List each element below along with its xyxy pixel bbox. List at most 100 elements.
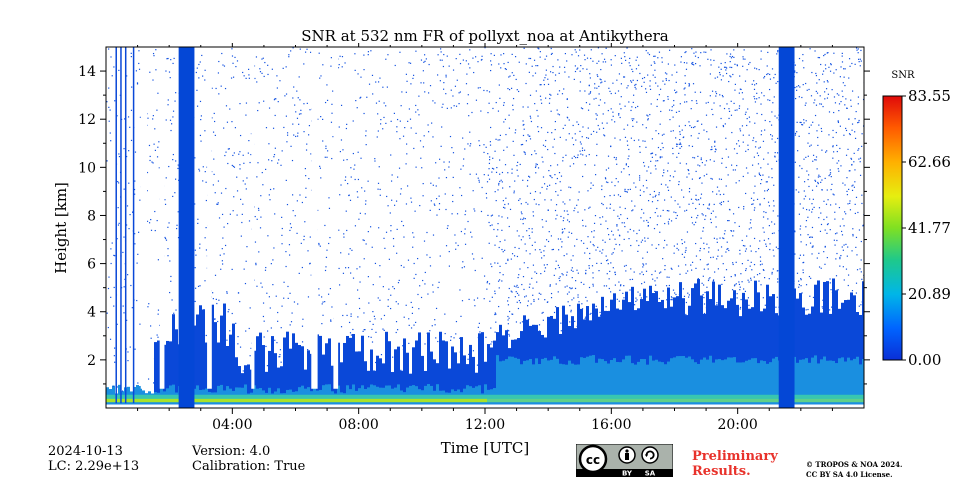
snr-noise-dot <box>708 203 711 205</box>
snr-noise-dot <box>676 91 678 93</box>
snr-noise-dot <box>568 119 570 121</box>
snr-noise-dot <box>733 148 736 150</box>
snr-noise-dot <box>549 184 551 186</box>
snr-noise-dot <box>508 287 510 290</box>
snr-noise-dot <box>330 319 332 321</box>
snr-noise-dot <box>819 175 821 178</box>
snr-noise-dot <box>703 248 705 250</box>
snr-noise-dot <box>614 121 616 123</box>
snr-column <box>697 279 700 405</box>
snr-lowband <box>565 364 568 405</box>
cc-icon <box>578 444 608 474</box>
snr-noise-dot <box>658 297 660 300</box>
snr-noise-dot <box>605 306 607 308</box>
snr-noise-dot <box>522 179 524 181</box>
snr-noise-dot <box>223 127 225 129</box>
snr-noise-dot <box>676 247 678 250</box>
snr-noise-dot <box>819 230 822 232</box>
snr-noise-dot <box>231 312 233 315</box>
snr-noise-dot <box>734 63 736 65</box>
snr-noise-dot <box>691 99 693 102</box>
snr-noise-dot <box>845 98 847 100</box>
snr-noise-dot <box>515 291 517 293</box>
snr-noise-dot <box>639 177 641 179</box>
snr-noise-dot <box>524 151 526 154</box>
snr-noise-dot <box>322 64 324 66</box>
snr-noise-dot <box>175 178 177 180</box>
snr-noise-dot <box>446 55 448 57</box>
snr-noise-dot <box>264 61 266 64</box>
snr-lowband <box>736 362 739 405</box>
snr-noise-dot <box>705 160 708 162</box>
snr-noise-dot <box>274 147 276 149</box>
snr-noise-dot <box>776 152 779 154</box>
snr-noise-dot <box>288 244 291 246</box>
snr-noise-dot <box>613 248 616 250</box>
snr-noise-dot <box>644 237 646 239</box>
snr-noise-dot <box>627 231 629 233</box>
snr-noise-dot <box>106 101 108 103</box>
snr-noise-dot <box>755 83 758 85</box>
snr-noise-dot <box>111 75 113 77</box>
snr-noise-dot <box>646 170 648 172</box>
snr-noise-dot <box>635 300 637 303</box>
snr-noise-dot <box>567 117 569 119</box>
snr-noise-dot <box>654 211 656 214</box>
snr-noise-dot <box>423 240 426 242</box>
snr-noise-dot <box>813 206 815 209</box>
snr-noise-dot <box>633 182 635 184</box>
snr-noise-dot <box>464 213 466 216</box>
snr-noise-dot <box>356 191 358 193</box>
snr-column <box>757 292 760 405</box>
snr-noise-dot <box>563 88 565 90</box>
snr-noise-dot <box>470 231 472 233</box>
snr-noise-dot <box>528 286 531 288</box>
snr-noise-dot <box>659 157 661 159</box>
snr-noise-dot <box>691 222 694 224</box>
snr-noise-dot <box>662 100 665 102</box>
snr-noise-dot <box>471 111 473 114</box>
snr-noise-dot <box>740 88 742 91</box>
snr-noise-dot <box>375 331 377 333</box>
snr-noise-dot <box>222 64 224 66</box>
snr-noise-dot <box>370 50 372 52</box>
snr-noise-dot <box>794 231 796 233</box>
snr-noise-dot <box>490 215 492 217</box>
snr-column <box>157 340 160 405</box>
snr-noise-dot <box>324 301 326 303</box>
snr-surface-layer <box>739 398 742 403</box>
snr-noise-dot <box>517 276 519 279</box>
snr-noise-dot <box>354 178 356 181</box>
snr-noise-dot <box>635 186 637 188</box>
snr-noise-dot <box>324 101 327 104</box>
snr-noise-dot <box>580 107 583 109</box>
snr-aerosol-band <box>247 394 250 401</box>
snr-noise-dot <box>377 182 380 184</box>
snr-noise-dot <box>281 216 283 218</box>
snr-noise-dot <box>686 101 688 103</box>
snr-surface-layer <box>511 398 514 403</box>
snr-noise-dot <box>759 256 762 258</box>
snr-noise-dot <box>424 343 426 345</box>
snr-noise-dot <box>682 136 684 139</box>
snr-noise-dot <box>727 200 729 202</box>
snr-noise-dot <box>108 106 110 108</box>
snr-noise-dot <box>729 75 731 77</box>
snr-noise-dot <box>702 230 704 232</box>
snr-noise-dot <box>657 160 659 162</box>
snr-noise-dot <box>620 284 622 286</box>
snr-noise-dot <box>109 132 111 134</box>
snr-noise-dot <box>352 120 354 122</box>
snr-noise-dot <box>344 62 346 64</box>
snr-noise-dot <box>598 85 600 88</box>
snr-noise-dot <box>227 311 229 313</box>
snr-lowband <box>844 361 847 405</box>
snr-noise-dot <box>379 194 381 196</box>
snr-aerosol-band <box>274 394 277 401</box>
snr-noise-dot <box>739 289 741 291</box>
snr-column <box>634 310 637 405</box>
snr-noise-dot <box>691 145 694 148</box>
snr-noise-dot <box>518 299 520 302</box>
snr-noise-dot <box>354 69 356 71</box>
y-tick-label: 10 <box>78 160 96 176</box>
